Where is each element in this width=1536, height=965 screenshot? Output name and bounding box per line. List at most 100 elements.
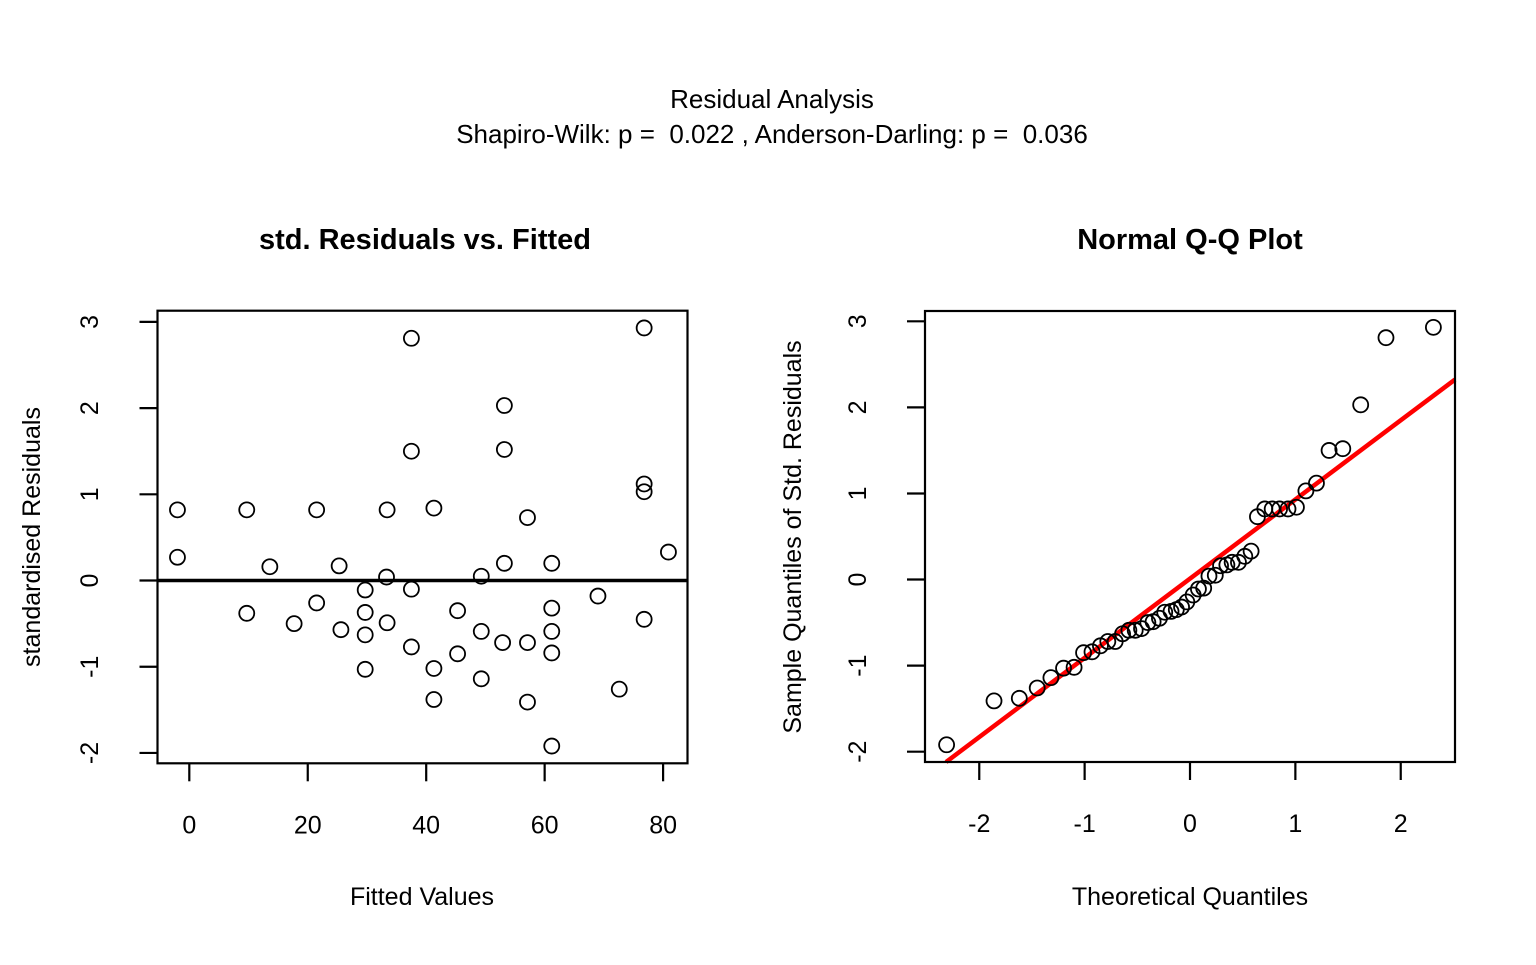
data-point [635,319,653,337]
y-tick-label: -2 [844,741,872,763]
y-tick-label: 1 [844,487,872,501]
data-point [1065,658,1083,676]
x-tick-label: 0 [1183,810,1197,838]
right-yaxis-label: Sample Quantiles of Std. Residuals [779,340,807,733]
data-point [169,548,186,566]
data-point [449,645,466,663]
data-point [472,622,490,640]
data-point [495,397,513,414]
plot-frame [923,309,1457,764]
right-panel-title: Normal Q-Q Plot [1077,224,1303,256]
data-point [519,634,536,652]
left-panel-title: std. Residuals vs. Fitted [259,224,591,256]
x-tick-label: 0 [182,811,196,839]
data-point [1424,318,1442,336]
data-point [985,692,1003,710]
data-point [519,693,536,711]
x-tick-label: 1 [1288,810,1302,838]
data-point [402,638,420,656]
x-tick-label: -1 [1074,810,1096,838]
data-point [543,622,561,640]
x-tick-label: 60 [531,811,559,839]
x-tick-label: 80 [649,811,677,839]
data-point [543,644,561,662]
data-point [495,554,513,572]
left-yaxis-label: standardised Residuals [18,407,46,667]
data-point [1200,567,1218,585]
y-tick-label: 2 [76,401,104,415]
data-point [402,580,420,598]
qq-reference-line [944,377,1457,764]
normal-qq-panel: -2 -1 0 1 2 -2 -1 0 1 2 3 [844,309,1457,838]
data-point [169,501,186,519]
data-point [356,581,374,599]
data-point [285,615,303,633]
data-point [660,543,677,561]
data-point [1042,669,1060,687]
data-point [308,594,326,612]
data-point [494,634,512,652]
data-point [610,680,628,698]
y-tick-label: 2 [844,400,872,414]
data-point [1352,396,1370,414]
x-tick-label: 40 [412,811,440,839]
x-tick-label: -2 [968,810,990,838]
x-tick-label: 2 [1394,810,1408,838]
data-point [543,599,561,617]
data-point [1099,633,1117,650]
data-point [1139,614,1157,631]
data-point [378,568,395,586]
y-tick-label: -1 [844,654,872,676]
data-point [1010,689,1028,707]
data-point [425,660,443,677]
data-point [1075,644,1092,662]
data-point [425,499,443,517]
data-point [1212,557,1229,575]
y-tick-label: 3 [844,314,872,328]
data-point [543,737,561,755]
data-point [1288,498,1305,516]
data-point [1308,474,1325,492]
data-point [1230,553,1247,571]
data-point [332,621,350,639]
data-point [402,442,420,460]
figure-title: Residual Analysis [670,84,874,114]
data-point [472,670,490,688]
data-point [1271,500,1288,518]
data-point [635,483,653,501]
data-point [356,626,374,644]
data-point [378,501,396,519]
data-point [402,329,420,347]
residuals-vs-fitted-panel: 0 20 40 60 80 -2 -1 0 1 2 3 [76,309,689,839]
data-point [378,614,396,632]
data-point [543,554,561,572]
data-point [1173,598,1190,616]
data-point [238,604,256,622]
data-point [449,602,466,620]
data-point [1334,440,1352,458]
data-point [330,557,348,575]
left-xaxis-label: Fitted Values [350,883,494,911]
data-point [1206,566,1224,584]
data-point [1083,643,1101,661]
data-point [1377,329,1395,347]
data-point [1156,603,1174,621]
y-tick-label: -1 [76,656,104,678]
x-tick-label: 20 [294,811,322,839]
data-point [1190,580,1207,598]
data-point [472,567,490,585]
y-tick-label: 1 [76,487,104,501]
data-point [1028,679,1046,697]
data-point [635,475,653,493]
data-point [1120,621,1138,639]
data-point [589,587,607,605]
data-point [519,509,536,527]
data-point [1055,659,1072,677]
right-xaxis-label: Theoretical Quantiles [1072,883,1308,911]
y-tick-label: 3 [76,315,104,329]
data-point [261,558,279,576]
data-point [495,441,513,458]
data-point [1126,621,1144,639]
data-point [938,736,956,754]
